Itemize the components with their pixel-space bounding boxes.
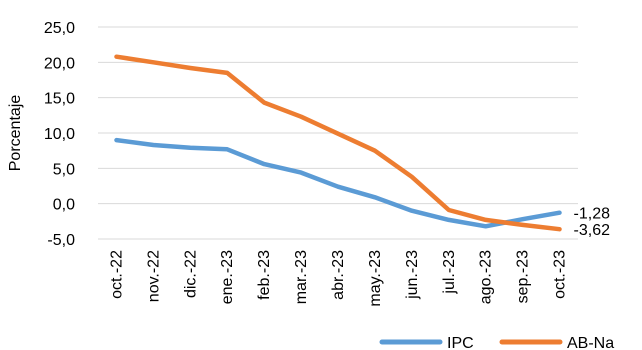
x-tick-label: dic.-22: [182, 250, 199, 298]
legend-label: IPC: [447, 335, 474, 350]
x-tick-label: mar.-23: [293, 250, 310, 304]
x-tick-label: nov.-22: [145, 250, 162, 302]
y-tick-label: 10,0: [44, 126, 75, 143]
x-tick-label: jul.-23: [441, 250, 458, 295]
series-lines: [114, 54, 562, 232]
y-tick-label: 0,0: [53, 197, 75, 214]
y-tick-label: 15,0: [44, 91, 75, 108]
x-tick-label: may.-23: [367, 250, 384, 307]
y-axis-title: Porcentaje: [7, 95, 24, 172]
x-tick-label: ago.-23: [478, 250, 495, 304]
gridlines: [98, 26, 578, 240]
y-axis-ticks: -5,0 0,0 5,0 10,0 15,0 20,0 25,0: [44, 20, 75, 249]
data-label: -1,28: [574, 206, 611, 223]
y-tick-label: 20,0: [44, 55, 75, 72]
y-tick-label: -5,0: [47, 232, 75, 249]
legend-label: AB-Na: [567, 335, 614, 350]
x-tick-label: abr.-23: [330, 250, 347, 300]
series-line-ab-na: [114, 54, 562, 232]
x-tick-label: sep.-23: [515, 250, 532, 303]
legend: IPC AB-Na: [379, 335, 614, 350]
data-label: -3,62: [574, 222, 611, 239]
x-tick-label: oct.-22: [108, 250, 125, 299]
y-tick-label: 25,0: [44, 20, 75, 37]
x-tick-label: ene.-23: [219, 250, 236, 304]
x-tick-label: jun.-23: [404, 250, 421, 300]
y-tick-label: 5,0: [53, 161, 75, 178]
data-labels: -1,28-3,62: [574, 206, 611, 240]
x-tick-label: oct.-23: [552, 250, 569, 299]
series-line-ipc: [114, 137, 562, 229]
x-axis-ticks: oct.-22 nov.-22 dic.-22 ene.-23 feb.-23 mar.-…: [108, 250, 568, 307]
x-tick-label: feb.-23: [256, 250, 273, 300]
